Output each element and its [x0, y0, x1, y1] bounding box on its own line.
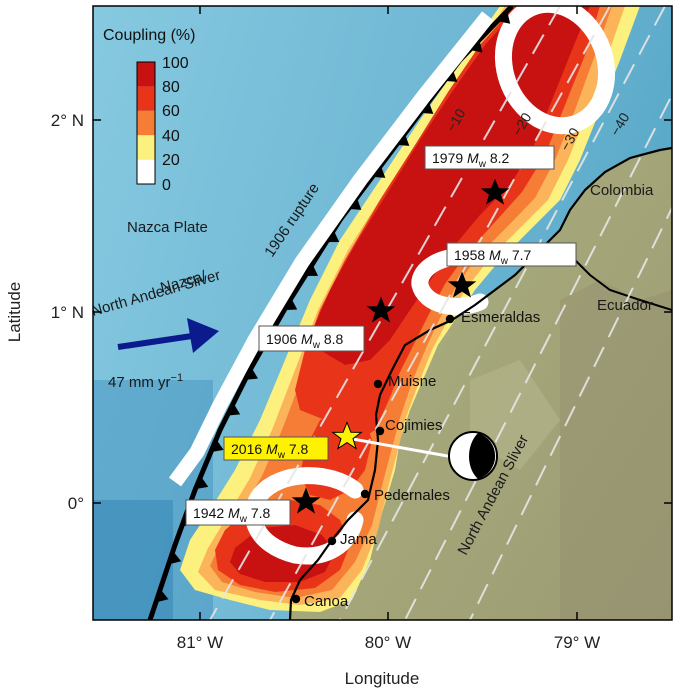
- x-tick-81w: 81° W: [177, 633, 223, 652]
- trench-tooth: [469, 39, 483, 53]
- x-axis-title: Longitude: [345, 669, 420, 688]
- x-tick-79w: 79° W: [554, 633, 600, 652]
- rupture-1906-bar: [168, 11, 494, 487]
- colorbar-frame: [136, 61, 156, 185]
- label-colombia: Colombia: [590, 182, 654, 199]
- star-1942: [291, 487, 321, 514]
- colorbar-tick-80: 80: [162, 79, 180, 96]
- trench-tooth: [210, 439, 224, 453]
- eq-mag: 8.2: [490, 150, 510, 166]
- town-pedernales: Pedernales: [374, 487, 450, 504]
- map-area: Coupling (%) 100 80 60 40 20 0 Nazca Pla…: [93, 6, 672, 620]
- eq-m: M: [467, 150, 479, 166]
- eq-mag: 7.7: [512, 247, 532, 263]
- svg-text:1906 Mw 8.8: 1906 Mw 8.8: [266, 331, 344, 351]
- y-axis-title: Latitude: [5, 282, 24, 343]
- trench-tooth: [168, 551, 182, 565]
- motion-rate-value: 47 mm yr: [108, 374, 171, 391]
- eq-w: w: [312, 340, 321, 351]
- colorbar: Coupling (%) 100 80 60 40 20 0: [103, 27, 195, 194]
- eq-mag: 7.8: [251, 505, 271, 521]
- trench-tooth: [195, 476, 209, 490]
- trench-tooth: [444, 69, 458, 82]
- deep-ocean-southwest: [93, 500, 173, 620]
- trench-tooth: [396, 133, 410, 146]
- slab-depth-contours: [209, 6, 672, 620]
- eq-w: w: [239, 514, 248, 525]
- trench-tooth: [227, 403, 241, 416]
- x-tick-80w: 80° W: [365, 633, 411, 652]
- colombia-ecuador-border: [574, 259, 672, 311]
- axis-ticks: [93, 6, 672, 620]
- trench-tooth: [497, 11, 511, 24]
- star-1906: [366, 296, 396, 323]
- trench-tooth: [348, 197, 362, 210]
- focal-mechanism-leader: [346, 436, 454, 459]
- svg-text:2016 Mw 7.8: 2016 Mw 7.8: [231, 441, 309, 461]
- eq-label-1942: 1942 Mw 7.8: [185, 499, 291, 526]
- eq-year: 1958: [454, 247, 485, 263]
- label-motion-rate: 47 mm yr−1: [108, 372, 183, 391]
- eq-w: w: [277, 450, 286, 461]
- eq-mag: 7.8: [289, 441, 309, 457]
- eq-w: w: [500, 256, 509, 267]
- colorbar-tick-60: 60: [162, 103, 180, 120]
- colorbar-tick-20: 20: [162, 152, 180, 169]
- label-nazca-plate: Nazca Plate: [127, 219, 208, 236]
- eq-label-1906: 1906 Mw 8.8: [258, 325, 365, 352]
- eq-m: M: [228, 505, 240, 521]
- colorbar-swatch-80-60: [137, 86, 155, 111]
- plate-motion-arrow-head: [187, 318, 219, 353]
- colorbar-tick-100: 100: [162, 55, 189, 72]
- colorbar-swatch-40-20: [137, 135, 155, 160]
- motion-rate-exponent: −1: [171, 372, 184, 384]
- focal-mechanism-compression: [469, 433, 496, 479]
- town-muisne: Muisne: [388, 373, 436, 390]
- town-cojimies: Cojimies: [385, 417, 443, 434]
- eq-year: 1942: [193, 505, 224, 521]
- town-markers: [291, 314, 455, 604]
- trench-tooth: [245, 367, 259, 380]
- town-esmeraldas: Esmeraldas: [461, 309, 540, 326]
- eq-year: 1979: [432, 150, 463, 166]
- eq-w: w: [478, 159, 487, 170]
- trench-tooth: [326, 230, 340, 243]
- star-2016: [331, 421, 363, 450]
- star-1979: [480, 178, 510, 205]
- eq-year: 2016: [231, 441, 262, 457]
- colorbar-title: Coupling (%): [103, 27, 195, 44]
- trench-tooth: [420, 101, 434, 114]
- eq-label-1958: 1958 Mw 7.7: [446, 242, 577, 267]
- svg-text:1979 Mw 8.2: 1979 Mw 8.2: [432, 150, 510, 170]
- trench-tooth: [305, 264, 319, 276]
- svg-text:1958 Mw 7.7: 1958 Mw 7.7: [454, 247, 532, 267]
- mountain-relief: [560, 280, 672, 620]
- plate-motion-arrow-shaft: [117, 333, 193, 350]
- town-canoa: Canoa: [304, 593, 349, 610]
- colorbar-tick-40: 40: [162, 128, 180, 145]
- eq-year: 1906: [266, 331, 297, 347]
- trench-tooth: [372, 165, 386, 178]
- star-1958: [447, 271, 477, 298]
- colorbar-swatch-100-80: [137, 62, 155, 87]
- colorbar-swatch-60-40: [137, 110, 155, 136]
- colorbar-swatch-20-0: [137, 159, 155, 184]
- eq-m: M: [489, 247, 501, 263]
- eq-m: M: [266, 441, 278, 457]
- label-ecuador: Ecuador: [597, 297, 653, 314]
- trench-tooth: [284, 297, 298, 311]
- y-tick-0: 0°: [68, 494, 84, 513]
- eq-label-2016: 2016 Mw 7.8: [223, 436, 329, 461]
- eq-mag: 8.8: [324, 331, 344, 347]
- town-jama: Jama: [340, 531, 377, 548]
- eq-m: M: [301, 331, 313, 347]
- y-tick-1n: 1° N: [51, 303, 84, 322]
- eq-label-1979: 1979 Mw 8.2: [424, 145, 555, 170]
- svg-text:1942 Mw 7.8: 1942 Mw 7.8: [193, 505, 271, 525]
- colorbar-tick-0: 0: [162, 177, 171, 194]
- y-tick-2n: 2° N: [51, 111, 84, 130]
- map-frame: [92, 5, 673, 621]
- trench-tooth: [155, 589, 169, 603]
